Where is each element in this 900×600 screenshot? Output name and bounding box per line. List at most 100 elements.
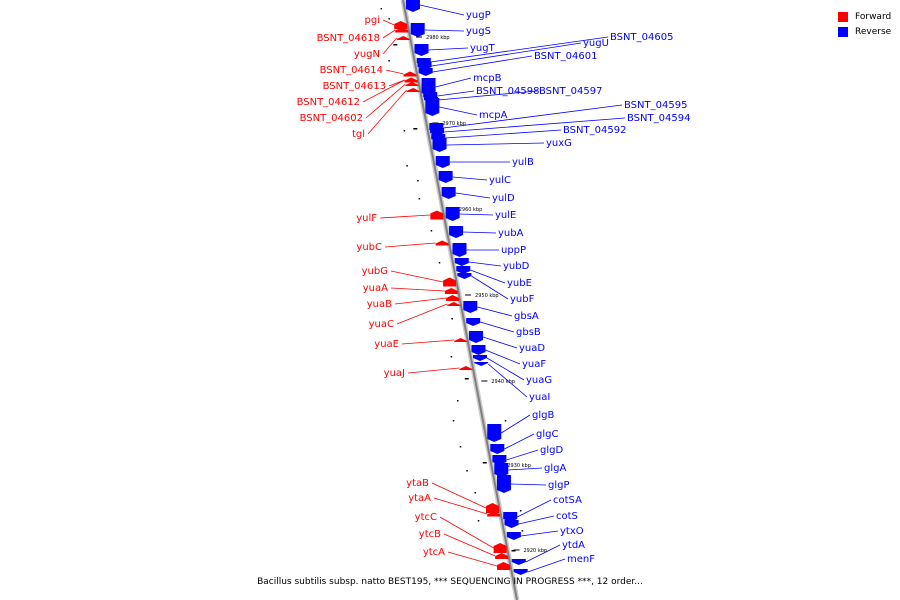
reverse-gene-arrow[interactable] [504,520,519,528]
reverse-gene-label[interactable]: yubF [510,294,535,305]
reverse-gene-label[interactable]: yubD [503,261,530,272]
reverse-gene-label[interactable]: yulE [495,210,516,221]
reverse-gene-arrow[interactable] [410,23,425,37]
reverse-gene-arrow[interactable] [471,345,486,355]
reverse-gene-label[interactable]: glgP [548,480,570,491]
reverse-gene-arrow[interactable] [405,0,420,12]
forward-gene-arrow[interactable] [396,36,410,40]
forward-gene-label[interactable]: ytcA [423,547,445,558]
reverse-gene-label[interactable]: glgD [540,445,563,456]
reverse-gene-arrow[interactable] [492,455,507,465]
reverse-gene-label[interactable]: glgC [536,429,558,440]
reverse-gene-arrow[interactable] [469,331,484,343]
forward-gene-arrow[interactable] [447,302,461,306]
forward-gene-arrow[interactable] [493,543,507,553]
reverse-gene-label[interactable]: yugS [466,26,491,37]
reverse-gene-label[interactable]: yuaG [526,375,552,386]
forward-gene-arrow[interactable] [497,562,511,570]
forward-gene-label[interactable]: ytcC [415,512,437,523]
reverse-gene-arrow[interactable] [432,138,447,152]
reverse-gene-label[interactable]: yugU [583,38,609,49]
forward-gene-label[interactable]: yuaE [374,339,399,350]
reverse-gene-arrow[interactable] [435,156,450,168]
reverse-gene-arrow[interactable] [466,318,481,326]
forward-gene-label[interactable]: BSNT_04618 [317,33,380,44]
forward-gene-label[interactable]: ytcB [419,529,441,540]
reverse-gene-label[interactable]: yubE [507,278,532,289]
reverse-gene-arrow[interactable] [463,301,478,313]
forward-gene-arrow[interactable] [404,78,418,82]
forward-gene-arrow[interactable] [395,27,409,33]
forward-gene-arrow[interactable] [430,210,444,220]
reverse-gene-label[interactable]: BSNT_04605 [610,32,673,43]
reverse-gene-arrow[interactable] [456,266,471,274]
reverse-gene-arrow[interactable] [452,243,467,257]
reverse-gene-label[interactable]: ytdA [562,540,585,551]
forward-gene-label[interactable]: yugN [354,49,380,60]
forward-gene-arrow[interactable] [394,21,408,29]
reverse-gene-arrow[interactable] [416,58,431,66]
forward-gene-arrow[interactable] [444,288,458,294]
reverse-gene-label[interactable]: yuaI [529,392,550,403]
reverse-gene-label[interactable]: glgA [544,463,566,474]
forward-gene-label[interactable]: tgl [352,129,365,140]
forward-gene-label[interactable]: yuaC [369,319,394,330]
reverse-gene-arrow[interactable] [454,258,469,266]
reverse-gene-arrow[interactable] [414,44,429,56]
reverse-gene-arrow[interactable] [473,355,488,361]
forward-gene-label[interactable]: pgi [365,15,380,26]
forward-gene-arrow[interactable] [405,82,419,86]
reverse-gene-label[interactable]: yubA [498,228,524,239]
forward-gene-label[interactable]: yuaA [363,283,388,294]
reverse-gene-label[interactable]: mcpA [479,110,508,121]
reverse-gene-label[interactable]: yugP [466,10,491,21]
reverse-gene-label[interactable]: yuaD [519,343,545,354]
reverse-gene-label[interactable]: cotSA [553,495,582,506]
reverse-gene-label[interactable]: BSNT_04597 [539,86,602,97]
reverse-gene-label[interactable]: ytxO [560,526,584,537]
reverse-gene-label[interactable]: yulD [492,193,515,204]
reverse-gene-arrow[interactable] [506,532,521,540]
reverse-gene-label[interactable]: cotS [556,511,578,522]
reverse-gene-label[interactable]: BSNT_04595 [624,100,687,111]
reverse-gene-label[interactable]: yuaF [522,359,546,370]
reverse-gene-arrow[interactable] [474,362,489,366]
reverse-gene-label[interactable]: yulB [512,157,534,168]
forward-gene-arrow[interactable] [459,366,473,370]
reverse-gene-label[interactable]: yulC [489,175,511,186]
reverse-gene-arrow[interactable] [421,78,436,96]
forward-gene-arrow[interactable] [487,511,501,517]
reverse-gene-arrow[interactable] [490,444,505,454]
forward-gene-arrow[interactable] [406,88,420,92]
reverse-gene-arrow[interactable] [496,475,511,493]
forward-gene-label[interactable]: BSNT_04613 [323,81,386,92]
forward-gene-arrow[interactable] [495,553,509,559]
reverse-gene-label[interactable]: yugT [470,43,496,54]
reverse-gene-label[interactable]: uppP [501,245,526,256]
forward-gene-arrow[interactable] [486,503,500,513]
reverse-gene-arrow[interactable] [418,68,433,76]
reverse-gene-label[interactable]: glgB [532,410,554,421]
reverse-gene-label[interactable]: gbsA [514,311,539,322]
reverse-gene-arrow[interactable] [494,463,509,477]
reverse-gene-arrow[interactable] [438,171,453,183]
forward-gene-label[interactable]: yulF [356,213,377,224]
reverse-gene-arrow[interactable] [513,569,528,575]
reverse-gene-arrow[interactable] [487,424,502,442]
reverse-gene-label[interactable]: yuxG [546,138,572,149]
reverse-gene-label[interactable]: BSNT_04601 [534,51,597,62]
forward-gene-label[interactable]: yubC [356,242,382,253]
reverse-gene-arrow[interactable] [511,559,526,565]
forward-gene-arrow[interactable] [443,277,457,287]
forward-gene-label[interactable]: BSNT_04612 [297,97,360,108]
reverse-gene-arrow[interactable] [457,273,472,279]
forward-gene-label[interactable]: yubG [362,266,388,277]
forward-gene-label[interactable]: ytaB [406,478,429,489]
forward-gene-label[interactable]: yuaJ [384,368,405,379]
reverse-gene-label[interactable]: BSNT_04594 [627,113,690,124]
reverse-gene-label[interactable]: BSNT_04598 [476,86,539,97]
reverse-gene-arrow[interactable] [441,187,456,199]
reverse-gene-arrow[interactable] [445,207,460,221]
forward-gene-label[interactable]: BSNT_04602 [300,113,363,124]
reverse-gene-label[interactable]: menF [567,554,595,565]
